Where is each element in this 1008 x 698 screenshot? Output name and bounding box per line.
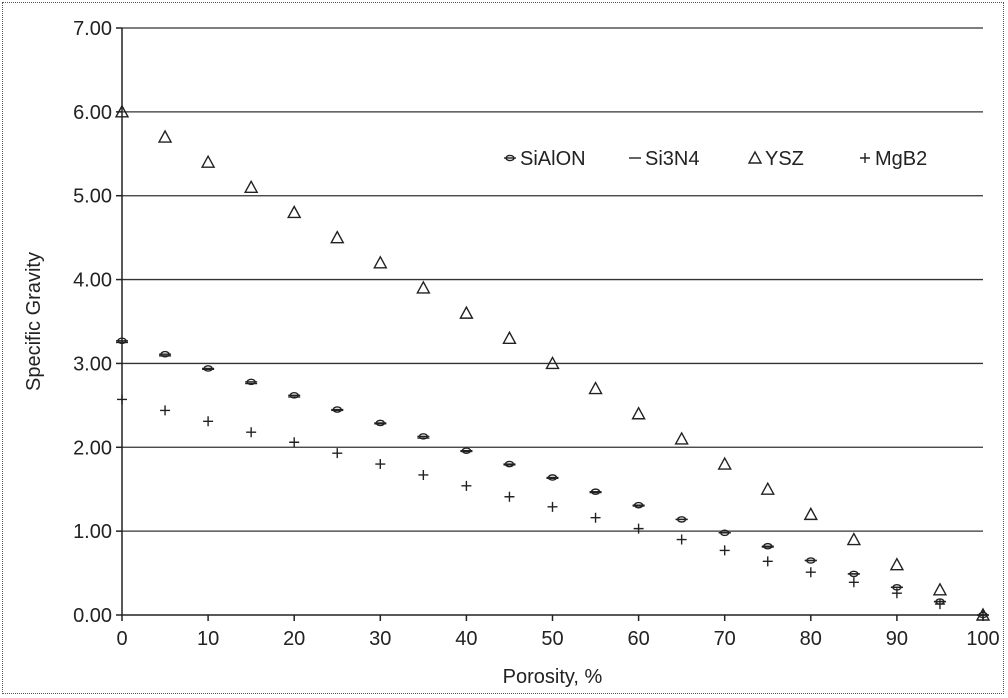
point-ysz-4	[287, 205, 302, 219]
point-ysz-16	[803, 506, 818, 521]
y-tick-label-0: 0.00	[73, 605, 112, 627]
point-mgb2-2	[203, 416, 214, 427]
legend-item-sialon: SiAlON	[504, 148, 586, 170]
x-tick-label-0: 0	[116, 628, 127, 650]
point-mgb2-9	[504, 491, 515, 502]
legend-item-ysz: YSZ	[747, 148, 804, 170]
y-tick-label-5: 5.00	[73, 186, 112, 208]
point-mgb2-4	[289, 437, 300, 448]
legend-label-ysz: YSZ	[765, 148, 804, 170]
legend-item-mgb2: MgB2	[860, 148, 927, 170]
y-tick-label-2: 2.00	[73, 437, 112, 459]
point-ysz-8	[459, 305, 474, 319]
legend-label-si3n4: Si3N4	[645, 148, 699, 170]
point-mgb2-16	[805, 567, 816, 578]
point-ysz-9	[502, 330, 517, 344]
point-sialon-15	[761, 542, 774, 550]
point-mgb2-3	[246, 427, 257, 438]
point-ysz-7	[416, 280, 431, 294]
legend-label-mgb2: MgB2	[875, 148, 927, 170]
point-sialon-4	[288, 391, 301, 399]
y-axis-title: Specific Gravity	[23, 252, 45, 391]
point-ysz-10	[545, 355, 560, 370]
x-tick-label-10: 100	[966, 628, 999, 650]
point-ysz-0	[114, 104, 130, 118]
x-tick-label-9: 90	[886, 628, 908, 650]
point-sialon-5	[331, 406, 344, 413]
point-ysz-15	[760, 481, 775, 495]
point-sialon-6	[374, 419, 387, 427]
legend-marker-sialon	[504, 154, 516, 162]
point-mgb2-18	[891, 588, 902, 599]
legend-marker-ysz	[747, 150, 763, 164]
point-sialon-0	[116, 337, 128, 345]
x-tick-label-5: 50	[541, 628, 563, 650]
point-ysz-1	[157, 129, 173, 143]
point-sialon-10	[546, 474, 559, 481]
point-mgb2-10	[547, 501, 558, 512]
x-tick-label-1: 10	[197, 628, 219, 650]
x-tick-label-8: 80	[800, 628, 822, 650]
point-mgb2-12	[633, 523, 644, 534]
point-mgb2-8	[461, 480, 472, 491]
point-mgb2-14	[719, 545, 730, 556]
point-ysz-18	[889, 557, 905, 571]
y-tick-label-1: 1.00	[73, 521, 112, 543]
x-tick-label-7: 70	[714, 628, 736, 650]
legend-item-si3n4: Si3N4	[629, 148, 699, 170]
point-mgb2-6	[375, 459, 386, 470]
point-sialon-1	[159, 350, 172, 358]
point-sialon-12	[632, 501, 645, 509]
point-sialon-7	[417, 433, 430, 440]
point-ysz-12	[631, 406, 646, 420]
x-tick-label-2: 20	[283, 628, 305, 650]
point-mgb2-17	[848, 577, 859, 588]
series-si3n4	[116, 341, 989, 616]
point-mgb2-11	[590, 512, 601, 523]
point-ysz-14	[717, 456, 732, 470]
point-mgb2-15	[762, 556, 773, 567]
point-sialon-11	[589, 488, 602, 496]
legend-marker-mgb2	[860, 153, 870, 163]
point-ysz-19	[932, 582, 948, 596]
point-ysz-17	[846, 532, 862, 546]
point-ysz-5	[330, 230, 345, 244]
axes	[121, 28, 983, 616]
grid	[122, 27, 983, 532]
point-mgb2-13	[676, 534, 687, 545]
point-ysz-3	[243, 179, 259, 194]
x-tick-label-4: 40	[455, 628, 477, 650]
point-mgb2-0	[117, 394, 127, 405]
data-marks	[114, 104, 991, 621]
point-ysz-11	[588, 381, 603, 395]
point-ysz-13	[674, 431, 689, 445]
point-sialon-9	[503, 460, 516, 468]
x-tick-label-6: 60	[627, 628, 649, 650]
x-axis-title: Porosity, %	[503, 666, 603, 688]
point-mgb2-20	[978, 610, 988, 620]
x-tick-label-3: 30	[369, 628, 391, 650]
point-sialon-8	[460, 447, 473, 454]
legend-label-sialon: SiAlON	[520, 148, 586, 170]
series-mgb2	[117, 394, 988, 620]
y-tick-label-4: 4.00	[73, 270, 112, 292]
legend: SiAlON Si3N4 YSZ MgB2	[504, 148, 927, 170]
point-mgb2-5	[332, 448, 343, 459]
y-tick-label-3: 3.00	[73, 353, 112, 375]
point-sialon-3	[245, 378, 258, 386]
point-sialon-2	[202, 365, 215, 372]
point-ysz-6	[373, 255, 388, 269]
y-tick-label-7: 7.00	[73, 18, 112, 40]
point-mgb2-19	[934, 599, 945, 610]
y-tick-label-6: 6.00	[73, 102, 112, 124]
point-ysz-2	[200, 154, 216, 168]
point-mgb2-7	[418, 469, 429, 480]
tick-labels: 0.00 1.00 2.00 3.00 4.00 5.00 6.00 7.00 0 10 20 30 4…	[73, 18, 1000, 650]
point-mgb2-1	[160, 405, 171, 416]
